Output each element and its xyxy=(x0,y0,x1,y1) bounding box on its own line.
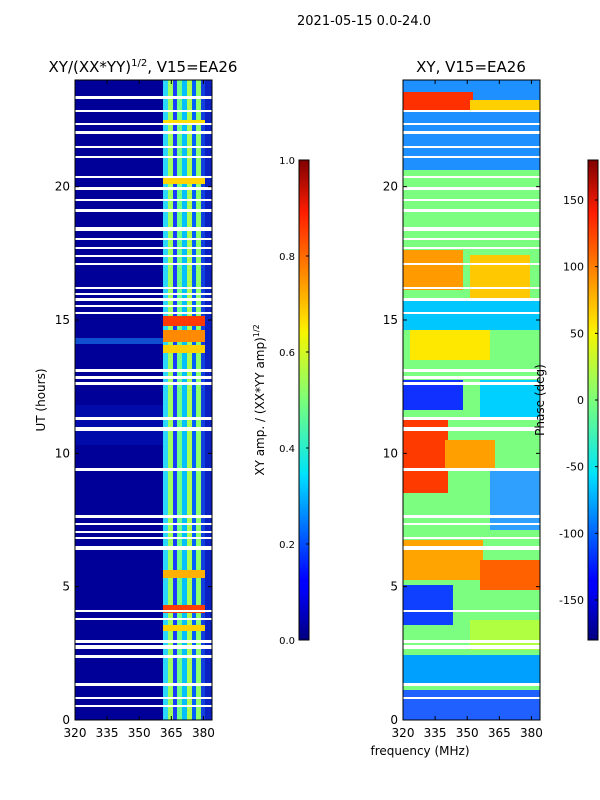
amplitude-colorbar-tick-label-5: 1.0 xyxy=(279,156,295,167)
phase-colorbar-label: Phase (deg) xyxy=(533,364,547,436)
phase-xtick-label-1: 335 xyxy=(424,726,447,740)
phase-xtick-label-0: 320 xyxy=(392,726,415,740)
amplitude-ytick-label-4: 20 xyxy=(55,180,70,194)
amplitude-colorbar-tick-label-1: 0.2 xyxy=(279,540,295,551)
amplitude-colorbar: 0.0 0.2 0.4 0.6 0.8 1.0 XY amp. / (XX*YY amp)… xyxy=(252,156,310,647)
phase-colorbar-ticks: -150 -100 -50 0 50 100 150 xyxy=(559,194,598,607)
phase-colorbar-tick-label-3: 0 xyxy=(577,394,584,407)
amplitude-colorbar-tick-label-0: 0.0 xyxy=(279,636,295,647)
amplitude-xtick-label-2: 350 xyxy=(128,726,151,740)
left-flag-rows xyxy=(75,96,212,707)
amplitude-xtick-label-1: 335 xyxy=(96,726,119,740)
phase-axes: 320 335 350 365 380 0 5 10 15 20 xyxy=(383,80,543,740)
amplitude-title: XY/(XX*YY)1/2, V15=EA26 xyxy=(49,58,238,76)
amplitude-xtick-label-3: 365 xyxy=(160,726,183,740)
phase-colorbar-tick-label-5: 100 xyxy=(563,261,584,274)
phase-xtick-label-2: 350 xyxy=(456,726,479,740)
amplitude-xtick-label-4: 380 xyxy=(192,726,215,740)
amplitude-colorbar-ticks: 0.0 0.2 0.4 0.6 0.8 1.0 xyxy=(279,156,309,647)
phase-colorbar-tick-label-1: -100 xyxy=(559,527,584,540)
phase-title: XY, V15=EA26 xyxy=(416,58,526,76)
amplitude-colorbar-tick-label-2: 0.4 xyxy=(279,444,295,455)
right-flag-rows xyxy=(403,110,540,699)
amplitude-colorbar-label: XY amp. / (XX*YY amp)1/2 xyxy=(252,324,267,475)
phase-colorbar-tick-label-4: 50 xyxy=(570,327,584,340)
frequency-xlabel: frequency (MHz) xyxy=(370,744,469,758)
phase-ytick-label-0: 0 xyxy=(390,713,398,727)
phase-xtick-label-3: 365 xyxy=(488,726,511,740)
figure-suptitle: 2021-05-15 0.0-24.0 xyxy=(297,14,431,29)
phase-ytick-label-2: 10 xyxy=(383,446,398,460)
amplitude-ylabel: UT (hours) xyxy=(34,368,48,431)
amplitude-ytick-label-3: 15 xyxy=(55,313,70,327)
amplitude-axes: 320 335 350 365 380 0 5 10 15 20 xyxy=(55,80,215,740)
phase-ytick-label-1: 5 xyxy=(390,580,398,594)
phase-panel: 320 335 350 365 380 0 5 10 15 20 XY, V15=EA26 xyxy=(383,58,543,740)
phase-colorbar-tick-label-0: -150 xyxy=(559,594,584,607)
amplitude-colorbar-tick-label-3: 0.6 xyxy=(279,348,295,359)
amplitude-ytick-label-1: 5 xyxy=(62,580,70,594)
phase-colorbar-tick-label-6: 150 xyxy=(563,194,584,207)
phase-ytick-label-3: 15 xyxy=(383,313,398,327)
phase-ytick-label-4: 20 xyxy=(383,180,398,194)
phase-xtick-label-4: 380 xyxy=(520,726,543,740)
amplitude-ytick-label-0: 0 xyxy=(62,713,70,727)
amplitude-ytick-label-2: 10 xyxy=(55,446,70,460)
phase-colorbar-tick-label-2: -50 xyxy=(566,461,584,474)
phase-colorbar: -150 -100 -50 0 50 100 150 Phase (deg) xyxy=(533,159,599,641)
amplitude-panel: 320 335 350 365 380 0 5 10 15 20 XY/(XX*YY)1/2, V… xyxy=(34,58,237,740)
amplitude-xtick-label-0: 320 xyxy=(64,726,87,740)
amplitude-colorbar-tick-label-4: 0.8 xyxy=(279,252,295,263)
